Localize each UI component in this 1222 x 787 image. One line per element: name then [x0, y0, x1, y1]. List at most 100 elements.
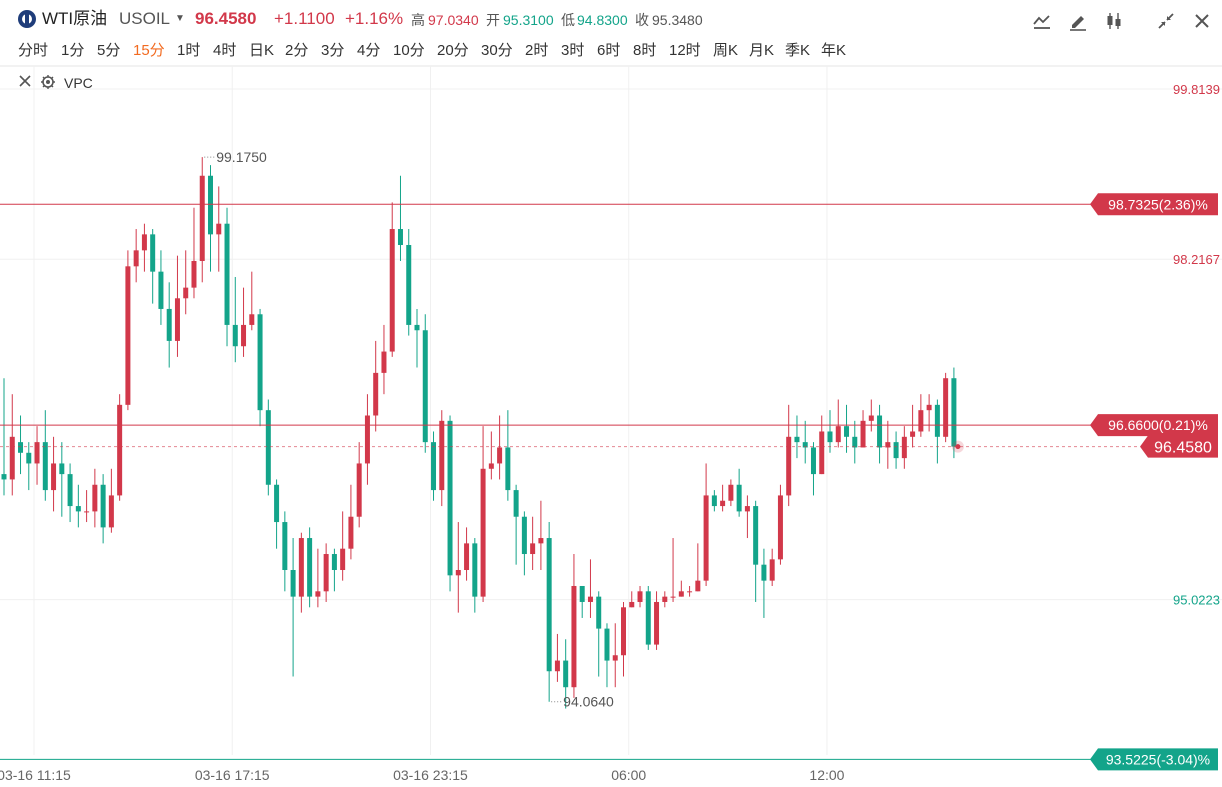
candle-body — [621, 607, 626, 656]
candles — [1, 157, 957, 709]
price-line-tag — [1090, 414, 1218, 437]
tab-period[interactable]: 4时 — [213, 42, 237, 59]
candle-body — [720, 500, 726, 507]
axis-labels: 99.8139 98.2167 95.0223 03-16 11:15 03-16 17… — [0, 82, 1220, 783]
candle-body — [885, 442, 891, 448]
candle-body — [397, 229, 403, 246]
tab-period[interactable]: 3时 — [561, 42, 585, 59]
tab-period[interactable]: 年K — [821, 42, 847, 59]
tab-period[interactable]: 6时 — [597, 42, 621, 59]
x-tick-label: 06:00 — [611, 767, 646, 783]
tab-period[interactable]: 季K — [785, 42, 811, 59]
tab-period[interactable]: 月K — [749, 42, 775, 59]
candle-body — [447, 420, 453, 576]
line-chart-icon[interactable] — [1029, 8, 1055, 34]
draw-pencil-icon[interactable] — [1065, 8, 1091, 34]
tab-period[interactable]: 8时 — [633, 42, 657, 59]
tab-period[interactable]: 20分 — [437, 42, 469, 59]
candle-body — [34, 442, 40, 464]
candle-body — [133, 250, 139, 267]
candle-body — [868, 415, 874, 421]
candle-body — [769, 559, 775, 581]
candle-body — [703, 495, 709, 581]
candle-body — [596, 596, 602, 629]
candle-body — [810, 447, 816, 475]
tab-period[interactable]: 1分 — [61, 42, 85, 59]
candle-body — [356, 463, 362, 517]
candle-body — [224, 223, 230, 325]
candle-body — [678, 591, 684, 597]
candle-body — [480, 468, 486, 597]
candle-body — [241, 324, 247, 347]
candle-body — [563, 660, 569, 688]
candle-body — [943, 378, 949, 437]
close-label: 收 — [635, 12, 649, 28]
candle-body — [513, 490, 519, 517]
candle-body — [9, 436, 15, 480]
price-line-label: 96.6600(0.21)% — [1108, 417, 1208, 433]
symbol-dropdown-icon[interactable]: ▼ — [175, 13, 185, 24]
period-tabs: 分时 1分 5分 15分 1时 4时 日K 2分 3分 4分 10分 20分 3… — [0, 40, 1222, 62]
tab-period[interactable]: 1时 — [177, 42, 201, 59]
symbol-name[interactable]: WTI原油 — [42, 9, 108, 28]
candle-body — [257, 314, 263, 411]
high-marker-label: 99.1750 — [216, 149, 267, 165]
candle-body — [100, 484, 106, 528]
collapse-icon[interactable] — [1153, 8, 1179, 34]
current-price-label: 96.4580 — [1154, 440, 1212, 457]
candle-body — [877, 415, 883, 448]
tab-period[interactable]: 日K — [249, 42, 275, 59]
candle-body — [835, 426, 841, 443]
candle-body — [753, 506, 759, 565]
candle-body — [18, 442, 24, 453]
candle-body — [728, 484, 734, 501]
x-tick-label: 03-16 11:15 — [0, 767, 71, 783]
candle-body — [488, 463, 494, 469]
tab-period[interactable]: 3分 — [321, 42, 345, 59]
high-label: 高 — [411, 12, 425, 28]
tab-period[interactable]: 12时 — [669, 42, 701, 59]
candle-body — [926, 404, 932, 411]
current-price: 96.4580 — [195, 9, 257, 28]
candle-body — [166, 308, 172, 341]
candle-body — [117, 404, 123, 496]
tab-period[interactable]: 2时 — [525, 42, 549, 59]
chart-header: WTI原油 USOIL ▼ 96.4580 +1.1100 +1.16% 高 9… — [0, 0, 1222, 40]
candle-body — [455, 570, 461, 576]
candle-body — [158, 271, 164, 309]
tab-period[interactable]: 2分 — [285, 42, 309, 59]
close-indicator-icon[interactable] — [18, 74, 32, 91]
tab-period[interactable]: 分时 — [18, 42, 49, 59]
tab-period[interactable]: 周K — [713, 42, 739, 59]
candle-body — [141, 234, 147, 251]
current-price-tag — [1140, 435, 1218, 458]
low-value: 94.8300 — [577, 12, 628, 28]
candle-body — [232, 324, 238, 347]
tab-period[interactable]: 30分 — [481, 42, 513, 59]
candle-body — [852, 436, 858, 448]
candle-body — [92, 484, 98, 512]
tab-period[interactable]: 4分 — [357, 42, 381, 59]
tab-period-active[interactable]: 15分 — [133, 42, 165, 59]
symbol-code[interactable]: USOIL — [119, 9, 171, 28]
gear-icon[interactable] — [40, 74, 56, 93]
tab-period[interactable]: 5分 — [97, 42, 121, 59]
candle-body — [587, 596, 593, 602]
tab-period[interactable]: 10分 — [393, 42, 425, 59]
low-label: 低 — [561, 12, 575, 28]
candle-body — [637, 591, 643, 602]
candle-body — [736, 484, 742, 512]
candle-body — [439, 420, 445, 491]
candle-body — [802, 442, 808, 448]
candle-body — [42, 442, 48, 491]
candle-body — [174, 298, 180, 341]
candle-body — [579, 585, 585, 602]
candlestick-icon[interactable] — [1101, 8, 1127, 34]
candle-body — [654, 601, 660, 645]
close-icon[interactable] — [1189, 8, 1215, 34]
candle-body — [819, 431, 825, 475]
candle-body — [844, 426, 850, 437]
open-value: 95.3100 — [503, 12, 554, 28]
candle-body — [918, 410, 924, 432]
